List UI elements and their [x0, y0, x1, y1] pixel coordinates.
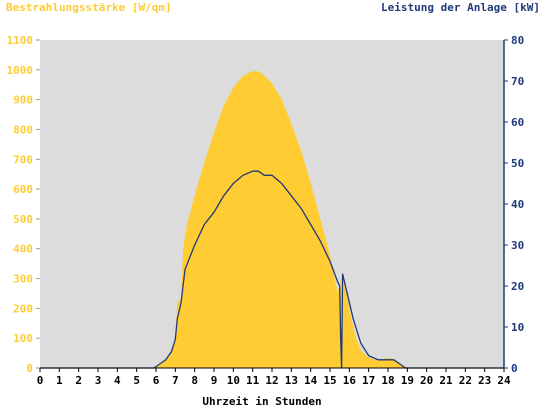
x-tick-label: 21	[439, 374, 453, 387]
y-right-tick-label: 0	[511, 362, 518, 375]
y-right-tick-label: 80	[511, 34, 524, 47]
y-right-tick-label: 60	[511, 116, 524, 129]
x-tick-label: 16	[343, 374, 357, 387]
left-axis-title: Bestrahlungsstärke [W/qm]	[6, 1, 172, 14]
y-left-tick-label: 1100	[7, 34, 34, 47]
irradiance-area	[40, 71, 504, 369]
y-right-tick-label: 40	[511, 198, 524, 211]
y-right-tick-label: 20	[511, 280, 524, 293]
y-left-tick-label: 800	[13, 123, 33, 136]
x-tick-label: 3	[95, 374, 102, 387]
y-right-tick-label: 50	[511, 157, 524, 170]
x-tick-label: 19	[401, 374, 414, 387]
x-tick-label: 2	[75, 374, 82, 387]
y-right-tick-label: 10	[511, 321, 524, 334]
y-right-tick-label: 70	[511, 75, 524, 88]
y-left-tick-label: 1000	[7, 64, 34, 77]
y-left-tick-label: 900	[13, 94, 33, 107]
x-tick-label: 18	[381, 374, 394, 387]
x-tick-label: 17	[362, 374, 375, 387]
y-left-tick-label: 0	[26, 362, 33, 375]
x-tick-label: 9	[211, 374, 218, 387]
x-tick-label: 15	[323, 374, 336, 387]
x-tick-label: 6	[153, 374, 160, 387]
y-left-tick-label: 700	[13, 153, 33, 166]
x-tick-label: 10	[227, 374, 240, 387]
y-left-tick-label: 500	[13, 213, 33, 226]
y-left-tick-label: 400	[13, 243, 33, 256]
x-tick-label: 11	[246, 374, 260, 387]
x-tick-label: 22	[459, 374, 472, 387]
x-tick-label: 24	[497, 374, 511, 387]
x-tick-label: 4	[114, 374, 121, 387]
x-tick-label: 5	[133, 374, 140, 387]
x-tick-label: 13	[285, 374, 298, 387]
right-axis-title: Leistung der Anlage [kW]	[381, 1, 540, 14]
x-tick-label: 23	[478, 374, 491, 387]
y-left-tick-label: 600	[13, 183, 33, 196]
y-left-tick-label: 100	[13, 332, 33, 345]
y-left-tick-label: 200	[13, 302, 33, 315]
x-tick-label: 14	[304, 374, 318, 387]
y-right-tick-label: 30	[511, 239, 524, 252]
x-tick-label: 1	[56, 374, 63, 387]
x-axis-title: Uhrzeit in Stunden	[202, 395, 321, 408]
x-tick-label: 8	[191, 374, 198, 387]
x-tick-label: 20	[420, 374, 433, 387]
y-left-tick-label: 300	[13, 273, 33, 286]
x-tick-label: 7	[172, 374, 179, 387]
power-line	[40, 170, 504, 369]
x-tick-label: 12	[265, 374, 278, 387]
x-tick-label: 0	[37, 374, 44, 387]
